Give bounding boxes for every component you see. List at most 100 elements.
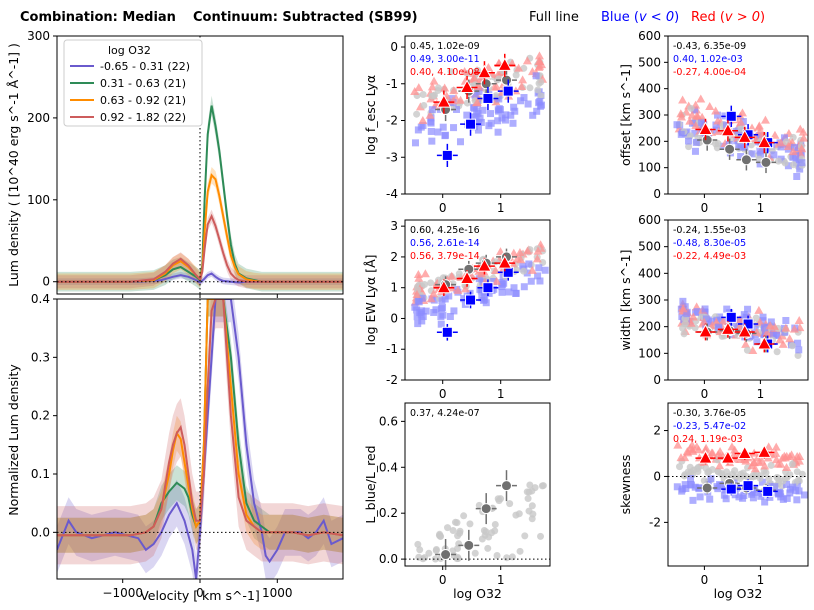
point-red: [410, 86, 420, 95]
point-blue: [793, 172, 801, 180]
point-red: [514, 63, 524, 72]
point-full: [414, 540, 422, 548]
skew-xtick-label: 0: [701, 573, 709, 587]
point-blue: [761, 324, 769, 332]
point-blue: [722, 495, 730, 503]
point-blue: [495, 95, 503, 103]
skew-ytick-label: 0: [653, 469, 661, 483]
point-blue: [485, 289, 493, 297]
ew-stat-0: 0.60, 4.25e-16: [410, 225, 480, 236]
point-red: [532, 254, 542, 263]
point-full: [714, 139, 722, 147]
point-blue: [472, 113, 480, 121]
offset-ylabel: offset [km s^-1]: [618, 64, 633, 166]
point-red: [426, 294, 436, 303]
point-full: [756, 474, 764, 482]
point-blue: [509, 119, 517, 127]
point-full: [765, 475, 773, 483]
point-blue: [445, 292, 453, 300]
point-full: [788, 460, 796, 468]
point-blue: [512, 289, 520, 297]
skew-median-blue: [762, 485, 774, 497]
point-blue: [679, 297, 687, 305]
point-full: [430, 91, 438, 99]
point-full: [736, 475, 744, 483]
point-blue: [500, 279, 508, 287]
point-blue: [698, 119, 706, 127]
point-red: [429, 289, 439, 298]
point-blue: [533, 107, 541, 115]
point-full: [794, 352, 802, 360]
ew-ytick-label: -1: [386, 342, 398, 356]
point-red: [711, 317, 721, 326]
point-blue: [782, 316, 790, 324]
point-blue: [756, 160, 764, 168]
point-red: [776, 138, 786, 147]
fesc-stat-2: 0.40, 4.10e-08: [410, 67, 480, 78]
point-blue: [798, 159, 806, 167]
point-blue: [524, 100, 532, 108]
point-blue: [456, 138, 464, 146]
point-full: [693, 465, 701, 473]
point-red: [688, 312, 698, 321]
point-blue: [707, 475, 715, 483]
point-red: [440, 83, 450, 92]
point-blue: [748, 150, 756, 158]
point-red: [741, 339, 751, 348]
norm-ylabel: Normalized Lum density: [6, 364, 21, 516]
point-blue: [770, 331, 778, 339]
point-full: [437, 532, 445, 540]
point-full: [414, 286, 422, 294]
point-red: [678, 95, 688, 104]
point-full: [526, 481, 534, 489]
point-blue: [735, 493, 743, 501]
point-red: [534, 51, 544, 60]
point-blue: [761, 498, 769, 506]
ratio-median-full: [463, 539, 475, 551]
point-full: [466, 520, 474, 528]
point-full: [789, 133, 797, 141]
series-band-2: [57, 167, 343, 290]
point-red: [534, 62, 544, 71]
lum-ylabel: Lum density ( [10^40 erg s^-1 Å^-1] ): [6, 43, 21, 287]
point-red: [677, 112, 687, 121]
point-full: [492, 92, 500, 100]
series-line-2: [57, 173, 343, 283]
lum-plot: [57, 95, 343, 292]
offset-ytick-label: 500: [638, 55, 661, 69]
point-blue: [502, 116, 510, 124]
skew-median-blue: [742, 480, 754, 492]
series-band-2: [57, 299, 343, 553]
skew-ylabel: skewness: [618, 455, 633, 515]
point-blue: [790, 143, 798, 151]
point-blue: [487, 110, 495, 118]
width-stat-0: -0.24, 1.55e-03: [673, 225, 746, 236]
point-blue: [717, 316, 725, 324]
point-blue: [763, 144, 771, 152]
point-full: [482, 528, 490, 536]
width-stat-2: -0.22, 4.49e-03: [673, 251, 746, 262]
point-full: [494, 495, 502, 503]
point-red: [749, 458, 759, 467]
point-red: [727, 442, 737, 451]
point-full: [484, 544, 492, 552]
offset-median-blue: [725, 110, 737, 122]
point-full: [743, 472, 751, 480]
ew-median-blue: [465, 294, 477, 306]
point-blue: [793, 496, 801, 504]
ratio-ytick-label: 0.2: [379, 506, 398, 520]
ratio-ytick-label: 0.6: [379, 414, 398, 428]
offset-ytick-label: 200: [638, 134, 661, 148]
point-full: [425, 549, 433, 557]
fesc-median-red: [459, 79, 475, 93]
point-full: [492, 258, 500, 266]
point-full: [520, 267, 528, 275]
point-full: [788, 342, 796, 350]
point-red: [456, 95, 466, 104]
point-blue: [494, 128, 502, 136]
point-red: [775, 335, 785, 344]
point-blue: [697, 122, 705, 130]
point-blue: [744, 305, 752, 313]
point-blue: [691, 147, 699, 155]
ew-median-blue: [482, 282, 494, 294]
